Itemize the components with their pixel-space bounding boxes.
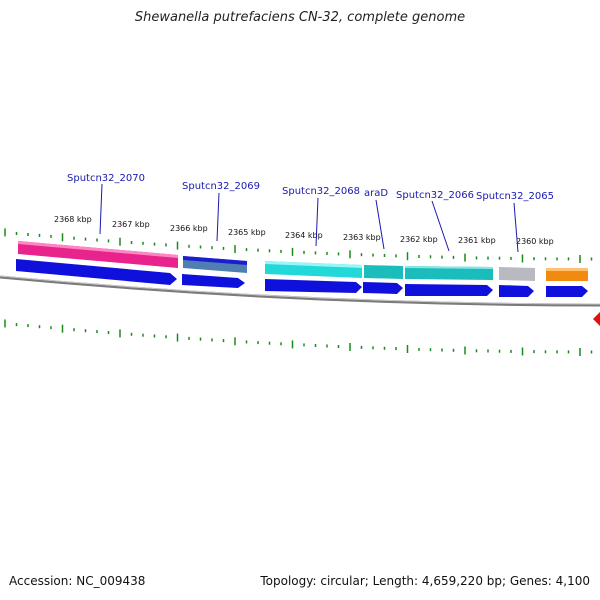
gene-label-sputcn32-2069[interactable]: Sputcn32_2069 [182,181,260,192]
feature-bar-sputcn32-2070-highlight [18,241,178,258]
scale-label-2363: 2363 kbp [343,233,381,242]
feature-bar-sputcn32-2066-highlight [405,266,493,269]
gene-label-sputcn32-2070[interactable]: Sputcn32_2070 [67,173,145,184]
genome-summary-label: Topology: circular; Length: 4,659,220 bp… [260,574,590,588]
feature-bar-sputcn32-2066[interactable] [405,266,493,280]
genome-backbone [0,275,600,307]
gene-arrow-sputcn32-2069[interactable] [182,274,245,288]
feature-bar-sputcn32-2070[interactable] [18,241,178,268]
scale-label-2361: 2361 kbp [458,236,496,245]
leader-line-arad [375,199,385,250]
scale-label-2362: 2362 kbp [400,235,438,244]
scale-label-2368: 2368 kbp [54,215,92,224]
bottom-scale-ticks [4,319,593,356]
gene-arrow-sputcn32-2064[interactable] [546,286,588,297]
scale-label-2365: 2365 kbp [228,228,266,237]
feature-bar-sputcn32-2064-highlight [546,268,588,271]
leader-line-sputcn32-2069 [216,192,220,242]
scale-label-2364: 2364 kbp [285,231,323,240]
genome-backbone-highlight [0,275,600,305]
feature-bar-arad[interactable] [364,265,403,279]
top-scale-ticks [4,228,593,263]
gene-arrow-arad[interactable] [363,282,403,294]
gene-arrow-sputcn32-2068[interactable] [265,279,362,293]
leader-line-sputcn32-2068 [315,197,319,247]
leader-line-sputcn32-2065 [513,202,519,253]
genome-title: Shewanella putrefaciens CN-32, complete … [134,10,466,25]
gene-label-sputcn32-2068[interactable]: Sputcn32_2068 [282,186,360,197]
scale-label-2360: 2360 kbp [516,237,554,246]
scale-label-2366: 2366 kbp [170,224,208,233]
scale-label-2367: 2367 kbp [112,220,150,229]
gene-label-sputcn32-2066[interactable]: Sputcn32_2066 [396,190,474,201]
feature-bar-sputcn32-2065[interactable] [499,267,535,281]
gene-label-arad[interactable]: araD [364,188,388,199]
feature-bar-sputcn32-2069-top [183,256,247,265]
gene-arrow-sputcn32-2066[interactable] [405,284,493,296]
feature-bar-sputcn32-2068-highlight [265,261,362,268]
leader-line-sputcn32-2066 [431,200,450,252]
position-marker-icon [593,312,600,326]
gene-arrow-sputcn32-2070[interactable] [16,259,177,285]
gene-label-sputcn32-2065[interactable]: Sputcn32_2065 [476,191,554,202]
leader-line-sputcn32-2070 [99,183,103,235]
gene-arrow-sputcn32-2065[interactable] [499,285,534,297]
accession-label: Accession: NC_009438 [9,574,146,588]
feature-bar-sputcn32-2064[interactable] [546,268,588,281]
